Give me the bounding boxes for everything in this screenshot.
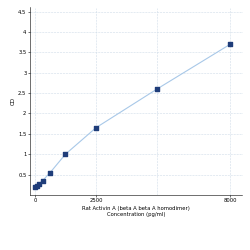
Point (94, 126, 98, 130)
X-axis label: Rat Activin A (beta A beta A homodimer)
Concentration (pg/ml): Rat Activin A (beta A beta A homodimer) … (82, 206, 190, 217)
Point (64, 152, 68, 156)
Point (33, 185, 37, 189)
Point (155, 87, 159, 91)
Y-axis label: OD: OD (10, 97, 16, 105)
Point (228, 42, 232, 46)
Point (35, 184, 39, 188)
Point (40, 179, 44, 183)
Point (48, 170, 52, 174)
Point (37, 182, 41, 186)
